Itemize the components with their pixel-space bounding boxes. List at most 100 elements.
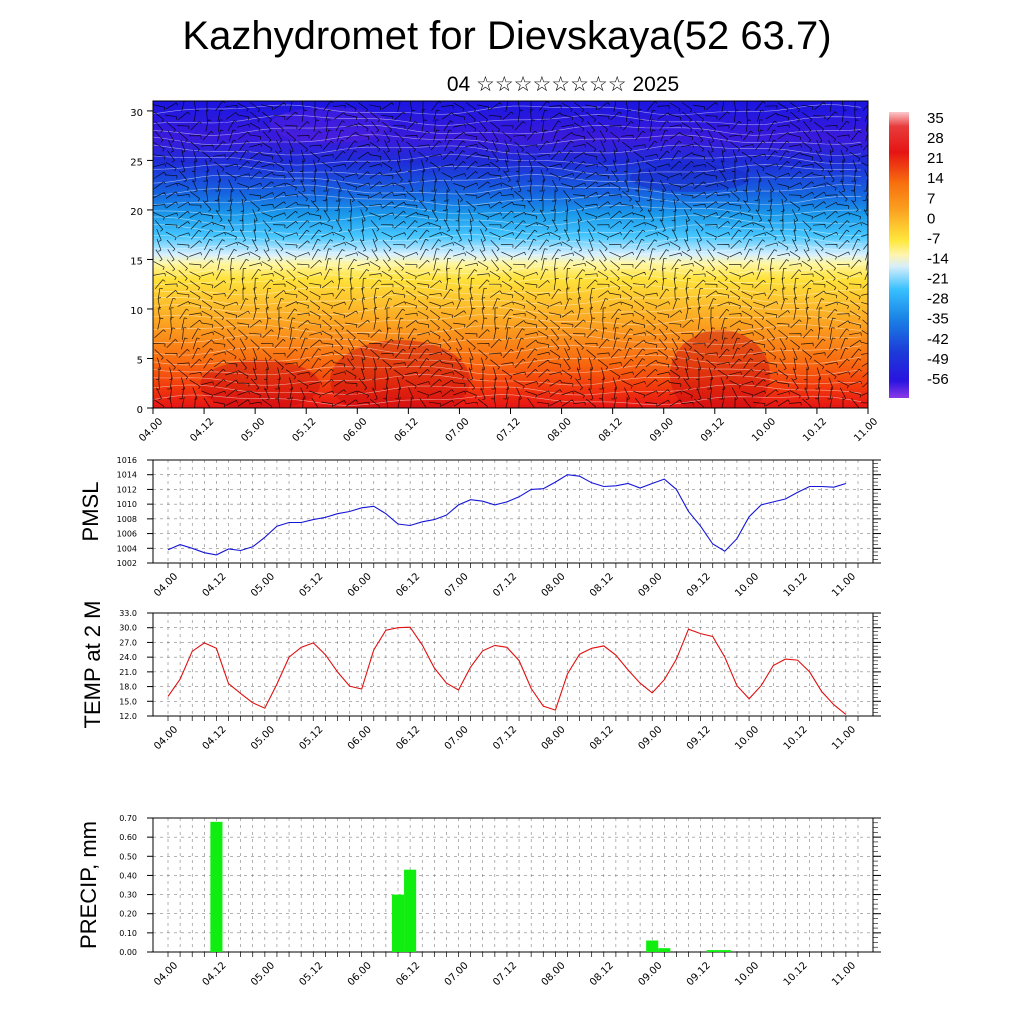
x-tick-label: 09.00: [648, 416, 676, 444]
temp-chart: 12.0 15.0 18.0 21.0 24.0 27.0 30.0 33.0 04.00 04.…: [80, 601, 881, 752]
colorbar: 35 28 21 14 7 0 -7 -14 -21 -28 -35 -42 -49 -56: [889, 110, 949, 398]
y-tick-label: 1014: [117, 471, 137, 480]
isotherm: [153, 224, 861, 236]
x-tick-label: 04.00: [137, 416, 165, 444]
y-tick-label: 10: [130, 306, 143, 317]
isotherm: [153, 284, 862, 296]
x-tick-label: 08.00: [540, 724, 568, 752]
x-tick-label: 09.12: [685, 960, 713, 988]
precip-bar: [706, 950, 719, 952]
y-tick-label: 24.0: [119, 653, 137, 662]
x-tick-label: 05.12: [297, 960, 325, 988]
x-tick-label: 06.00: [346, 571, 374, 599]
x-tick-label: 10.12: [782, 960, 810, 988]
x-tick-label: 06.12: [394, 724, 422, 752]
x-tick-label: 07.00: [443, 724, 471, 752]
x-tick-label: 08.12: [588, 724, 616, 752]
isotherm: [153, 144, 862, 156]
precip-bar: [658, 948, 671, 952]
y-tick-label: 1016: [117, 456, 137, 465]
x-tick-label: 10.00: [733, 571, 761, 599]
precip-bar: [404, 869, 417, 952]
x-tick-label: 10.12: [801, 416, 829, 444]
y-tick-label: 20: [130, 207, 143, 218]
colorbar-label: 0: [927, 210, 935, 227]
y-tick-label: 1008: [117, 515, 137, 524]
isotherm: [153, 114, 862, 126]
precip-bar: [718, 950, 731, 952]
x-tick-label: 08.12: [588, 960, 616, 988]
colorbar-label: 28: [927, 130, 944, 147]
y-tick-label: 15.0: [119, 697, 137, 706]
colorbar-label: 14: [927, 170, 944, 187]
x-tick-label: 04.00: [152, 724, 180, 752]
isotherm: [153, 214, 862, 226]
x-tick-label: 08.12: [597, 416, 625, 444]
y-tick-label: 5: [137, 355, 143, 366]
x-tick-label: 07.12: [491, 960, 519, 988]
x-tick-label: 11.00: [830, 960, 858, 988]
y-tick-label: 0.20: [119, 910, 137, 919]
isotherm: [153, 274, 862, 286]
y-tick-label: 0.70: [119, 814, 137, 823]
x-tick-label: 07.12: [491, 571, 519, 599]
y-tick-label: 25: [130, 157, 143, 168]
x-tick-label: 05.00: [249, 571, 277, 599]
wind-barbs: [153, 101, 868, 408]
series-line: [167, 626, 847, 715]
x-tick-label: 05.00: [239, 416, 267, 444]
y-tick-label: 21.0: [119, 668, 137, 677]
x-tick-label: 04.12: [188, 416, 216, 444]
grid: [153, 817, 873, 953]
colorbar-scale: [889, 112, 909, 398]
colorbar-label: -28: [927, 291, 949, 308]
y-axis-title: TEMP at 2 M: [80, 601, 105, 729]
isotherm: [153, 164, 862, 176]
y-tick-label: 1004: [117, 544, 137, 553]
y-tick-label: 0: [137, 405, 143, 416]
isotherm: [153, 124, 862, 136]
isotherm: [153, 314, 862, 326]
isotherm: [153, 304, 862, 316]
isotherm: [153, 294, 862, 306]
grid: [153, 612, 873, 717]
y-tick-label: 0.00: [119, 948, 137, 957]
cold-core: [630, 164, 750, 192]
y-tick-label: 12.0: [119, 712, 137, 721]
isotherm: [153, 384, 862, 396]
heatmap-field: [153, 101, 868, 408]
isotherm: [153, 324, 862, 336]
x-tick-label: 10.00: [733, 960, 761, 988]
y-tick-label: 30: [130, 108, 143, 119]
panel-frame: [152, 817, 874, 953]
x-tick-label: 09.12: [685, 571, 713, 599]
y-tick-label: 27.0: [119, 638, 137, 647]
y-tick-label: 1010: [117, 500, 137, 509]
x-tick-label: 11.00: [830, 571, 858, 599]
x-tick-label: 06.00: [346, 724, 374, 752]
grid: [153, 459, 873, 564]
colorbar-label: -21: [927, 271, 949, 288]
isotherm: [153, 204, 862, 216]
x-tick-label: 04.00: [152, 571, 180, 599]
x-tick-label: 08.00: [540, 571, 568, 599]
isotherm: [153, 254, 862, 266]
isotherm: [153, 374, 862, 386]
isotherm: [153, 264, 862, 276]
x-tick-label: 11.00: [830, 724, 858, 752]
x-tick-label: 09.00: [636, 724, 664, 752]
x-tick-label: 08.00: [540, 960, 568, 988]
colorbar-label: -56: [927, 371, 949, 388]
x-tick-label: 07.12: [491, 724, 519, 752]
pmsl-chart: 1002 1004 1006 1008 1010 1012 1014 1016 04.00 04.…: [78, 456, 881, 599]
y-axis-title: PMSL: [78, 482, 103, 542]
temperature-cross-section: 0 5 10 15 20 25 30 04.00 04.12 05.00 05.12 06.00 06.…: [130, 100, 880, 444]
x-tick-label: 08.00: [546, 416, 574, 444]
y-tick-label: 0.50: [119, 852, 137, 861]
y-tick-label: 0.40: [119, 871, 137, 880]
x-tick-label: 05.00: [249, 724, 277, 752]
colorbar-label: 21: [927, 150, 944, 167]
y-tick-label: 18.0: [119, 683, 137, 692]
x-tick-label: 07.12: [495, 416, 523, 444]
